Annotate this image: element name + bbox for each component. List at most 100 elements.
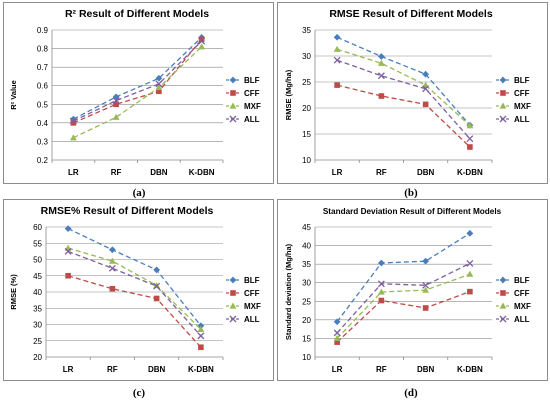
x-tick-label: DBN [148, 365, 166, 374]
x-tick-label: LR [332, 365, 343, 374]
y-tick-label: 25 [302, 297, 311, 306]
legend-marker [499, 115, 507, 123]
data-point-blf [64, 225, 72, 233]
data-point-mxf [377, 288, 385, 295]
data-point-cff [334, 339, 340, 345]
data-point-mxf [69, 134, 77, 141]
x-tick-label: RF [376, 168, 387, 177]
data-point-mxf [466, 270, 474, 277]
data-point-mxf [377, 59, 385, 66]
data-point-cff [198, 36, 205, 43]
legend-label: CFF [244, 89, 260, 98]
y-tick-label: 60 [33, 223, 42, 232]
data-point-all [155, 80, 163, 88]
data-point-cff [156, 88, 162, 95]
data-point-cff [65, 272, 71, 279]
x-tick-label: K-DBN [188, 365, 214, 374]
data-point-cff [113, 101, 119, 108]
legend-marker [230, 90, 236, 96]
data-point-cff [198, 344, 204, 351]
legend-label: MXF [514, 302, 531, 311]
panel-label-b: (b) [404, 187, 418, 199]
x-tick-label: DBN [150, 168, 168, 177]
x-tick-label: K-DBN [189, 168, 215, 177]
legend-label: BLF [514, 276, 530, 285]
y-axis-label: Standard deviation (Mg/ha) [284, 243, 293, 340]
legend-label: CFF [514, 289, 530, 298]
legend-label: ALL [514, 315, 530, 324]
legend: BLF CFF MXF ALL [496, 76, 531, 124]
series-line-cff [67, 275, 202, 348]
chart-panel-d: Standard Deviation Result of Different M… [277, 199, 548, 381]
series-line-all [336, 262, 471, 334]
chart-title: R² Result of Different Models [65, 8, 209, 20]
data-point-all [466, 259, 474, 267]
data-point-all [64, 247, 72, 255]
y-tick-label: 40 [302, 242, 311, 251]
legend: BLF CFF MXF ALL [226, 76, 261, 124]
x-tick-label: DBN [417, 168, 435, 177]
data-point-all [112, 97, 120, 105]
y-axis-label: R² Value [9, 80, 18, 110]
y-tick-label: 0.5 [37, 100, 49, 109]
series-line-blf [73, 36, 203, 120]
y-tick-label: 45 [302, 223, 311, 232]
panel-label-a: (a) [133, 187, 146, 199]
series-cff [65, 272, 204, 351]
y-tick-label: 30 [302, 52, 311, 61]
data-point-cff [422, 305, 429, 311]
y-tick-label: 0.3 [37, 137, 49, 146]
legend-label: MXF [244, 102, 261, 111]
data-point-mxf [198, 43, 206, 50]
x-tick-label: DBN [417, 365, 435, 374]
series-cff [334, 82, 473, 150]
data-point-all [197, 332, 205, 340]
legend-marker [500, 290, 506, 296]
series-cff [70, 36, 205, 126]
data-point-blf [155, 74, 163, 82]
data-point-mxf [333, 334, 341, 342]
data-point-mxf [333, 45, 341, 52]
data-point-mxf [422, 286, 430, 293]
data-point-mxf [153, 282, 161, 289]
series-mxf [69, 43, 206, 141]
panel-label-d: (d) [404, 387, 418, 399]
legend-marker [500, 90, 506, 96]
panel-border [3, 199, 274, 381]
series-blf [64, 225, 205, 330]
data-point-all [153, 282, 161, 290]
data-point-mxf [466, 122, 474, 129]
legend-marker [229, 315, 237, 323]
panel-label-c: (c) [133, 387, 146, 399]
data-point-all [466, 135, 474, 143]
legend-marker [499, 276, 507, 284]
legend-marker [229, 115, 237, 123]
y-tick-label: 0.4 [37, 119, 49, 128]
data-point-blf [422, 70, 430, 78]
legend-marker [229, 276, 237, 284]
y-tick-label: 20 [302, 104, 311, 113]
y-tick-label: 50 [33, 256, 42, 265]
panel-border [277, 199, 548, 381]
series-line-all [67, 250, 202, 337]
y-tick-label: 45 [33, 272, 42, 281]
data-point-all [377, 280, 385, 288]
legend-marker [499, 315, 507, 323]
legend-marker [229, 302, 237, 309]
x-tick-label: LR [63, 365, 74, 374]
series-line-all [73, 40, 203, 122]
series-cff [334, 288, 473, 345]
data-point-blf [333, 318, 341, 326]
y-tick-label: 55 [33, 239, 42, 248]
legend-marker [230, 290, 236, 296]
x-tick-label: RF [376, 365, 387, 374]
series-blf [333, 229, 474, 326]
series-line-cff [336, 290, 471, 343]
data-point-blf [333, 33, 341, 41]
legend: BLF CFF MXF ALL [226, 276, 261, 324]
legend-marker [229, 102, 237, 109]
x-tick-label: K-DBN [457, 365, 483, 374]
data-point-cff [467, 288, 473, 295]
y-tick-label: 10 [302, 353, 311, 362]
y-tick-label: 15 [302, 130, 311, 139]
